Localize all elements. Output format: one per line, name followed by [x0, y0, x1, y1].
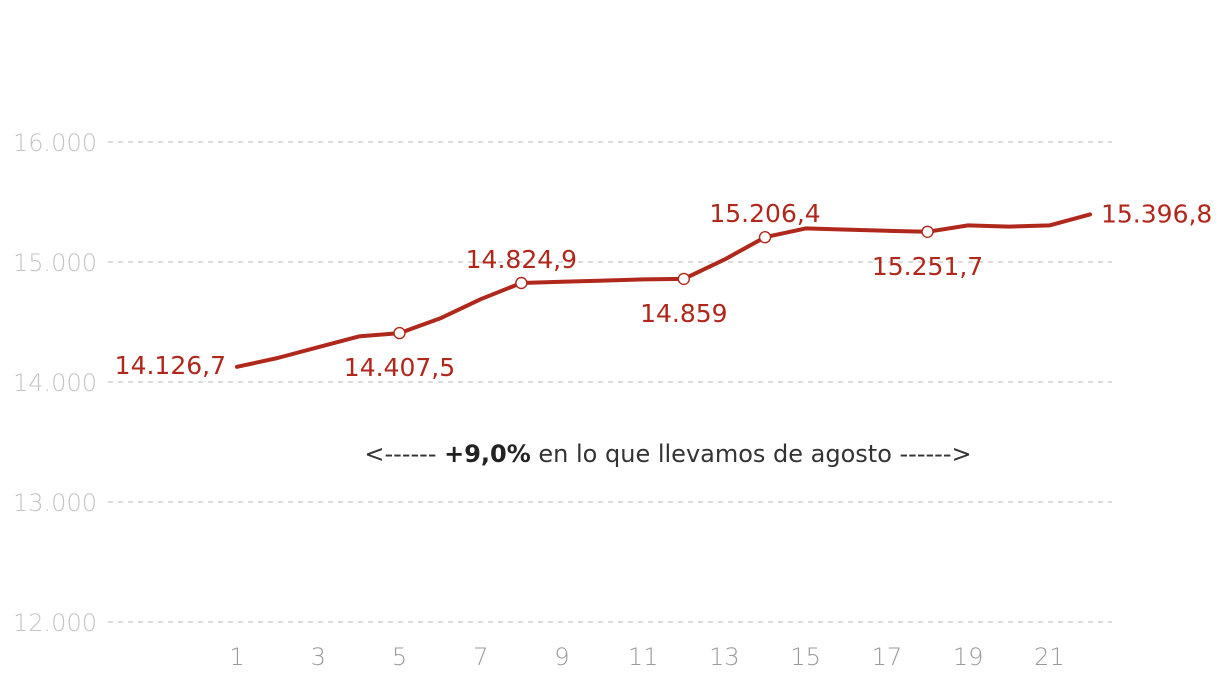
data-point-marker: [515, 276, 528, 290]
data-point-marker: [758, 231, 772, 244]
y-tick-label: 16.000: [13, 129, 97, 157]
y-tick-label: 13.000: [13, 489, 97, 517]
data-label: 15.251,7: [872, 252, 983, 281]
x-tick-label: 5: [392, 643, 407, 671]
x-tick-label: 7: [473, 643, 488, 671]
annotation-percent-change: +9,0%: [444, 440, 531, 468]
data-labels: 14.126,7 14.407,5 14.824,9 14.859 15.206,4 15…: [115, 199, 1213, 382]
x-tick-label: 1: [229, 643, 244, 671]
data-label: 14.407,5: [344, 353, 455, 382]
x-tick-label: 3: [311, 643, 326, 671]
data-point-marker: [677, 272, 691, 286]
x-tick-label: 11: [628, 643, 659, 671]
x-tick-label: 15: [790, 643, 821, 671]
period-change-annotation: <------ +9,0% en lo que llevamos de agos…: [364, 440, 971, 468]
annotation-suffix: en lo que llevamos de agosto ------>: [531, 440, 972, 468]
y-tick-label: 14.000: [13, 369, 97, 397]
x-axis-ticks: 1 3 5 7 9 11 13 15 17 19 21: [229, 643, 1064, 671]
data-label: 15.206,4: [709, 199, 820, 228]
x-tick-label: 19: [953, 643, 984, 671]
data-point-marker: [393, 326, 406, 340]
annotation-prefix: <------: [364, 440, 444, 468]
grid-lines: [108, 141, 1112, 623]
x-tick-label: 9: [554, 643, 569, 671]
data-label: 14.824,9: [466, 245, 577, 274]
x-tick-label: 21: [1034, 643, 1065, 671]
y-tick-label: 15.000: [13, 249, 97, 277]
data-markers: [393, 225, 934, 340]
x-tick-label: 17: [872, 643, 903, 671]
y-tick-label: 12.000: [13, 609, 97, 637]
data-label: 14.126,7: [115, 351, 226, 380]
y-axis-ticks: 12.000 13.000 14.000 15.000 16.000: [13, 129, 97, 637]
series-line-group: [235, 212, 1092, 369]
x-tick-label: 13: [709, 643, 740, 671]
series-line: [235, 212, 1092, 369]
data-point-marker: [921, 225, 934, 238]
data-label: 14.859: [640, 299, 727, 328]
data-label: 15.396,8: [1101, 199, 1212, 228]
